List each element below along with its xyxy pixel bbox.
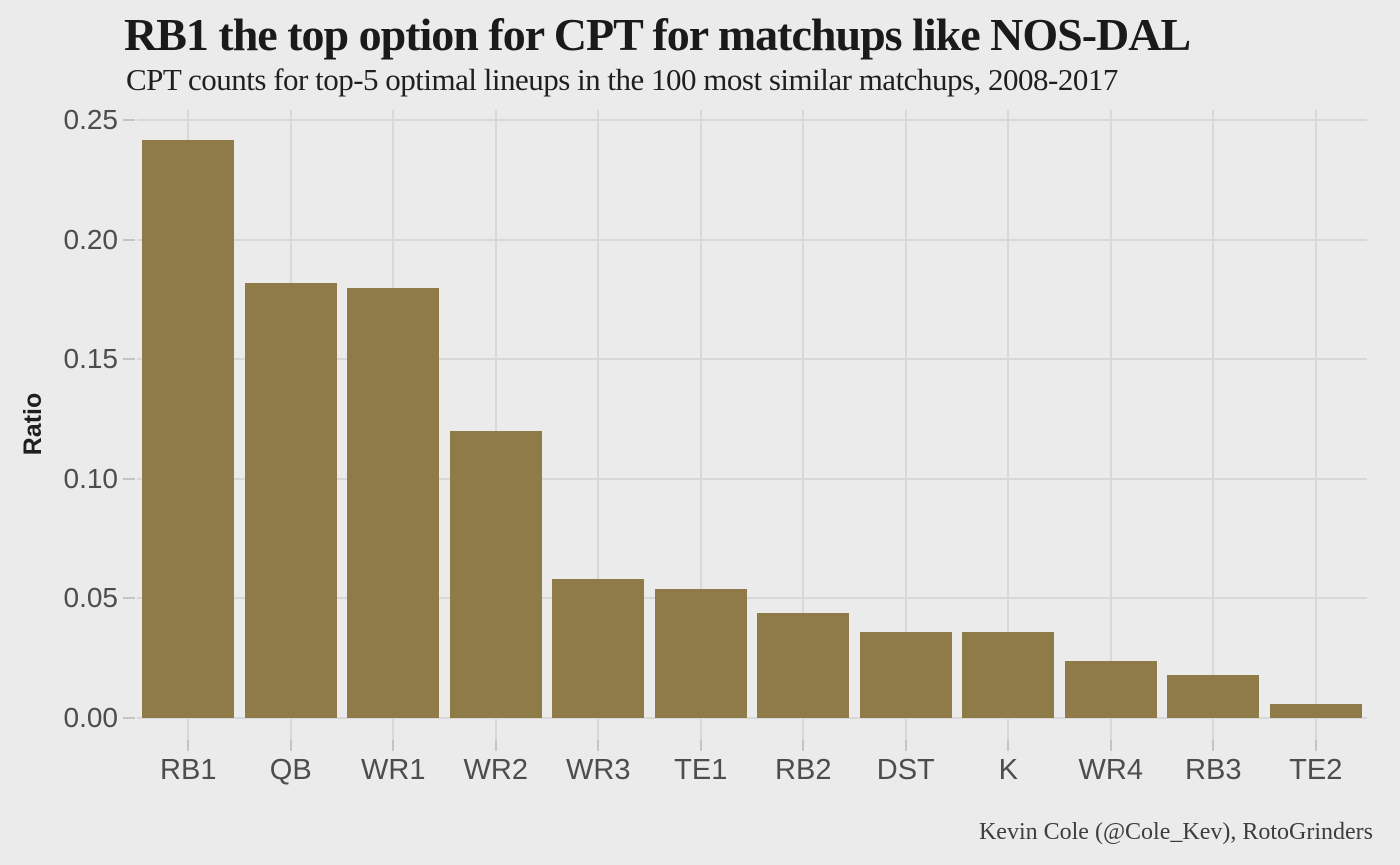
x-gridline-wr2 bbox=[494, 110, 497, 740]
y-tick-label-0.15: 0.15 bbox=[63, 343, 119, 375]
y-tick-0.10 bbox=[123, 477, 135, 480]
x-gridline-te1 bbox=[699, 110, 702, 740]
y-tick-0.05 bbox=[123, 597, 135, 600]
y-tick-0.20 bbox=[123, 238, 135, 241]
x-tick-label-rb2: RB2 bbox=[775, 754, 832, 786]
x-tick-rb1 bbox=[187, 740, 190, 751]
x-tick-rb3 bbox=[1212, 740, 1215, 751]
x-tick-rb2 bbox=[802, 740, 805, 751]
x-tick-label-wr4: WR4 bbox=[1078, 754, 1143, 786]
y-gridline-0.00 bbox=[137, 717, 1367, 719]
x-tick-label-dst: DST bbox=[876, 754, 935, 786]
x-tick-wr1 bbox=[392, 740, 395, 751]
x-tick-k bbox=[1007, 740, 1010, 751]
bar-te2 bbox=[1269, 703, 1362, 718]
x-tick-te1 bbox=[699, 740, 702, 751]
x-tick-label-k: K bbox=[998, 754, 1018, 786]
y-tick-0.25 bbox=[123, 119, 135, 122]
x-gridline-rb3 bbox=[1212, 110, 1215, 740]
x-tick-label-wr3: WR3 bbox=[566, 754, 631, 786]
y-tick-label-0.20: 0.20 bbox=[63, 223, 119, 255]
x-tick-wr2 bbox=[494, 740, 497, 751]
x-gridline-dst bbox=[904, 110, 907, 740]
y-gridline-0.25 bbox=[137, 119, 1367, 122]
bar-wr4 bbox=[1064, 660, 1157, 718]
y-tick-0.00 bbox=[123, 717, 135, 719]
y-tick-label-0.05: 0.05 bbox=[63, 582, 119, 614]
y-tick-label-0.00: 0.00 bbox=[63, 702, 119, 733]
plot-panel bbox=[137, 110, 1367, 740]
x-tick-label-te2: TE2 bbox=[1289, 754, 1343, 786]
x-gridline-k bbox=[1007, 110, 1010, 740]
x-gridline-wr3 bbox=[597, 110, 600, 740]
y-tick-label-0.10: 0.10 bbox=[63, 462, 119, 494]
x-tick-label-wr2: WR2 bbox=[463, 754, 528, 786]
x-gridline-wr4 bbox=[1109, 110, 1112, 740]
chart-subtitle: CPT counts for top-5 optimal lineups in … bbox=[126, 62, 1118, 97]
x-tick-qb bbox=[289, 740, 292, 751]
bar-rb1 bbox=[142, 139, 235, 718]
x-tick-wr4 bbox=[1109, 740, 1112, 751]
bar-wr3 bbox=[552, 579, 645, 718]
x-tick-label-rb3: RB3 bbox=[1185, 754, 1242, 786]
y-tick-label-0.25: 0.25 bbox=[63, 104, 119, 136]
x-tick-wr3 bbox=[597, 740, 600, 751]
bar-dst bbox=[859, 631, 952, 718]
x-tick-label-te1: TE1 bbox=[674, 754, 728, 786]
bar-te1 bbox=[654, 588, 747, 718]
y-gridline-0.10 bbox=[137, 477, 1367, 480]
bar-k bbox=[962, 631, 1055, 718]
x-tick-label-wr1: WR1 bbox=[361, 754, 426, 786]
x-tick-label-rb1: RB1 bbox=[160, 754, 217, 786]
bar-qb bbox=[244, 282, 337, 718]
chart-caption: Kevin Cole (@Cole_Kev), RotoGrinders bbox=[978, 819, 1373, 845]
x-gridline-rb2 bbox=[802, 110, 805, 740]
bar-wr1 bbox=[347, 287, 440, 718]
x-gridline-te2 bbox=[1314, 110, 1317, 740]
x-tick-te2 bbox=[1314, 740, 1317, 751]
y-gridline-0.20 bbox=[137, 238, 1367, 241]
x-tick-label-qb: QB bbox=[269, 754, 312, 786]
chart-title: RB1 the top option for CPT for matchups … bbox=[124, 9, 1191, 60]
y-gridline-0.05 bbox=[137, 597, 1367, 600]
bar-wr2 bbox=[449, 431, 542, 718]
bar-rb3 bbox=[1167, 674, 1260, 718]
y-tick-0.15 bbox=[123, 358, 135, 361]
x-tick-dst bbox=[904, 740, 907, 751]
y-gridline-0.15 bbox=[137, 358, 1367, 361]
bar-rb2 bbox=[757, 612, 850, 718]
